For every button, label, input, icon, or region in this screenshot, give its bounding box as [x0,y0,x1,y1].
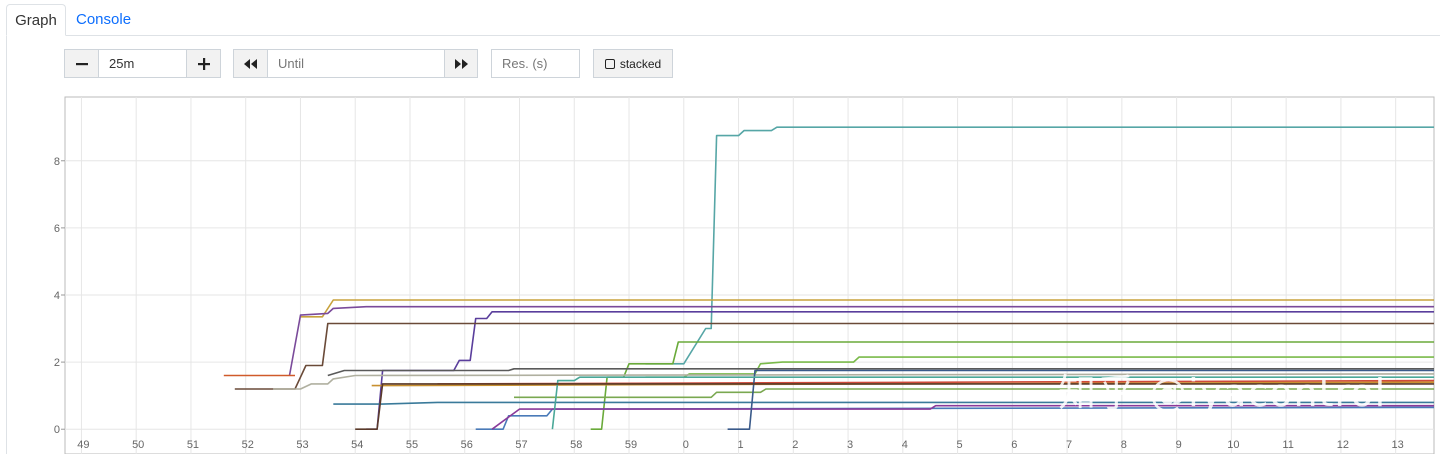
double-chevron-left-icon [244,58,257,69]
x-tick-label: 6 [1011,439,1017,451]
y-tick-label: 6 [54,223,60,235]
x-tick-label: 51 [187,439,199,451]
minus-icon [75,62,88,65]
time-back-button[interactable] [233,49,268,78]
x-tick-label: 8 [1121,439,1127,451]
y-tick-label: 0 [54,424,60,436]
x-tick-label: 12 [1337,439,1349,451]
y-tick-label: 8 [54,156,60,168]
panel-border [6,36,7,454]
series-line-17 [551,376,1434,430]
checkbox-icon [604,58,615,69]
tab-bar-divider [6,35,1440,36]
series-line-10 [514,388,1434,399]
stacked-label: stacked [619,56,662,71]
time-forward-button[interactable] [444,49,478,78]
x-tick-label: 13 [1392,439,1404,451]
series-line-3 [288,305,1434,376]
x-tick-label: 7 [1066,439,1072,451]
stacked-toggle-button[interactable]: stacked [593,49,673,78]
x-tick-label: 9 [1176,439,1182,451]
until-input[interactable]: Until [267,49,445,78]
x-tick-label: 11 [1282,439,1293,451]
range-increase-button[interactable] [186,49,221,78]
y-tick-label: 2 [54,357,60,369]
series-line-2 [300,299,1434,318]
series-line-8 [327,368,1434,377]
x-tick-label: 58 [570,439,582,451]
series-line-1 [645,126,1434,365]
x-tick-label: 54 [351,439,363,451]
x-tick-label: 55 [406,439,418,451]
double-chevron-right-icon [454,58,468,69]
series-line-6 [590,341,1434,430]
x-tick-label: 0 [683,439,689,451]
x-tick-label: 59 [625,439,637,451]
range-decrease-button[interactable] [64,49,99,78]
x-tick-label: 5 [957,439,963,451]
series-line-9 [273,373,1435,390]
series-line-16 [727,369,1434,430]
series-line-7 [645,356,1434,378]
series-line-15 [491,404,1434,430]
x-tick-label: 49 [77,439,89,451]
x-tick-label: 1 [737,439,743,451]
resolution-input[interactable]: Res. (s) [491,49,580,78]
tab-console[interactable]: Console [76,11,132,28]
x-tick-label: 2 [792,439,798,451]
plot-border [64,96,1435,454]
x-tick-label: 52 [242,439,254,451]
x-tick-label: 50 [132,439,144,451]
plus-icon [197,57,210,70]
x-tick-label: 57 [515,439,527,451]
series-line-18 [355,383,1434,430]
x-tick-label: 56 [461,439,473,451]
tab-bar: Graph Console [0,0,1440,36]
x-tick-label: 3 [847,439,853,451]
series-line-5 [234,322,1434,390]
series-line-14 [475,406,1435,430]
y-tick-label: 4 [54,290,60,302]
tab-graph[interactable]: Graph [6,4,66,36]
x-tick-label: 53 [296,439,308,451]
series-line-13 [333,401,1434,405]
series-line-4 [366,311,1434,430]
x-tick-label: 10 [1227,439,1239,451]
x-tick-label: 4 [902,439,908,451]
